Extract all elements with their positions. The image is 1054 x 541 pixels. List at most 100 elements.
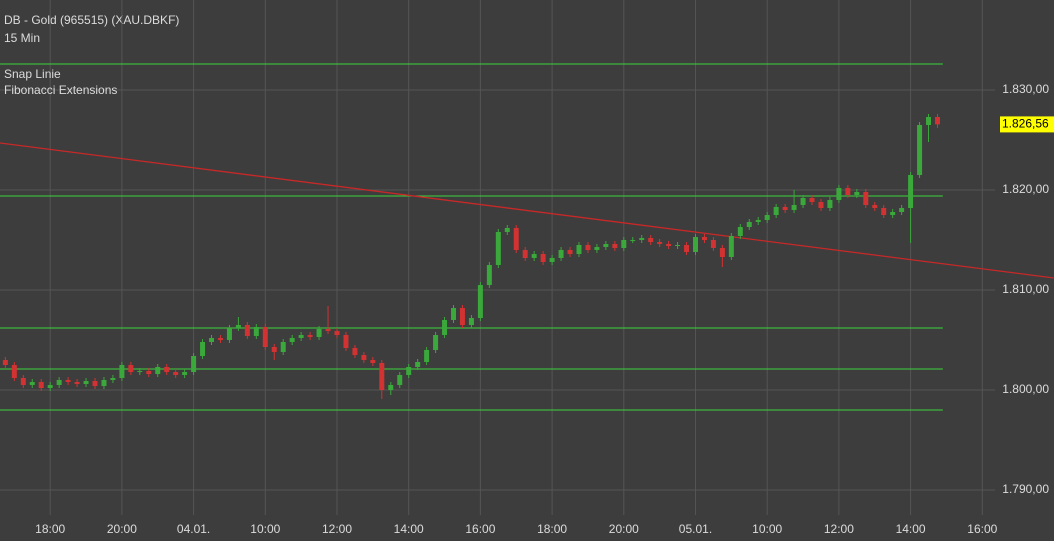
candle-body bbox=[406, 367, 412, 375]
candle-body bbox=[146, 371, 152, 374]
candle-body bbox=[128, 365, 134, 372]
candle-body bbox=[271, 347, 277, 352]
candle-body bbox=[209, 338, 215, 342]
candle-body bbox=[110, 378, 116, 380]
x-tick-label: 16:00 bbox=[465, 522, 495, 536]
candle-body bbox=[675, 245, 681, 246]
candle-body bbox=[657, 242, 663, 244]
candle-body bbox=[845, 188, 851, 195]
candle-body bbox=[92, 381, 98, 386]
candle-body bbox=[513, 228, 519, 250]
candle-body bbox=[746, 222, 752, 227]
candle-body bbox=[370, 360, 376, 363]
candle-body bbox=[791, 205, 797, 210]
candle-body bbox=[594, 247, 600, 250]
candle-body bbox=[217, 338, 223, 340]
candle-body bbox=[200, 342, 206, 356]
candle-body bbox=[639, 238, 645, 240]
candle-body bbox=[316, 329, 322, 337]
candle-body bbox=[424, 350, 430, 362]
candle-body bbox=[890, 212, 896, 215]
x-tick-label: 20:00 bbox=[609, 522, 639, 536]
candle-body bbox=[334, 331, 340, 335]
candle-body bbox=[244, 325, 250, 336]
x-tick-label: 12:00 bbox=[322, 522, 352, 536]
candle-body bbox=[226, 328, 232, 340]
candle-body bbox=[451, 308, 457, 320]
candle-body bbox=[531, 254, 537, 258]
y-tick-label: 1.810,00 bbox=[1002, 282, 1049, 296]
y-tick-label: 1.820,00 bbox=[1002, 182, 1049, 196]
candle-body bbox=[155, 367, 161, 374]
candle-body bbox=[558, 250, 564, 258]
candle-body bbox=[737, 227, 743, 236]
x-tick-label: 18:00 bbox=[537, 522, 567, 536]
candle-body bbox=[74, 382, 80, 384]
candle-body bbox=[934, 117, 940, 125]
chart-title: DB - Gold (965515) (XAU.DBKF) bbox=[4, 13, 179, 27]
candle-body bbox=[764, 215, 770, 220]
legend-entry: Fibonacci Extensions bbox=[4, 83, 117, 97]
last-price-tag bbox=[1000, 116, 1054, 133]
candle-body bbox=[298, 335, 304, 338]
x-tick-label: 14:00 bbox=[896, 522, 926, 536]
candle-body bbox=[477, 285, 483, 318]
candle-body bbox=[800, 198, 806, 205]
candle-body bbox=[164, 367, 170, 372]
candle-body bbox=[504, 228, 510, 232]
candle-body bbox=[809, 198, 815, 202]
candle-body bbox=[182, 372, 188, 375]
candle-body bbox=[280, 342, 286, 352]
candle-body bbox=[728, 236, 734, 257]
candle-body bbox=[540, 254, 546, 262]
candle-body bbox=[468, 318, 474, 325]
legend-entry: Snap Linie bbox=[4, 67, 61, 81]
candle-body bbox=[621, 240, 627, 248]
candle-body bbox=[388, 385, 394, 390]
candle-body bbox=[307, 335, 313, 337]
candle-body bbox=[235, 325, 241, 328]
candle-body bbox=[836, 188, 842, 200]
x-tick-label: 10:00 bbox=[250, 522, 280, 536]
candle-body bbox=[289, 338, 295, 342]
candle-body bbox=[29, 382, 35, 385]
x-tick-label: 04.01. bbox=[177, 522, 210, 536]
candle-body bbox=[908, 175, 914, 208]
candle-body bbox=[495, 232, 501, 265]
x-tick-label: 16:00 bbox=[967, 522, 997, 536]
candle-body bbox=[83, 381, 89, 384]
candle-body bbox=[701, 237, 707, 240]
candle-body bbox=[782, 207, 788, 210]
candle-body bbox=[2, 360, 8, 365]
candle-body bbox=[397, 375, 403, 385]
candle-body bbox=[47, 385, 53, 388]
x-tick-label: 12:00 bbox=[824, 522, 854, 536]
x-tick-label: 10:00 bbox=[752, 522, 782, 536]
candle-body bbox=[567, 250, 573, 254]
candle-body bbox=[38, 382, 44, 388]
candle-body bbox=[630, 240, 636, 241]
candle-body bbox=[881, 208, 887, 215]
candle-body bbox=[11, 365, 17, 378]
candle-body bbox=[486, 265, 492, 285]
candle-body bbox=[415, 362, 421, 367]
candle-body bbox=[648, 238, 654, 242]
candle-body bbox=[459, 308, 465, 325]
candle-body bbox=[684, 245, 690, 252]
y-tick-label: 1.830,00 bbox=[1002, 82, 1049, 96]
candle-body bbox=[101, 380, 107, 386]
x-tick-label: 20:00 bbox=[107, 522, 137, 536]
candle-body bbox=[926, 117, 932, 125]
candle-body bbox=[173, 372, 179, 375]
candle-body bbox=[262, 327, 268, 347]
candle-body bbox=[827, 200, 833, 208]
candle-body bbox=[603, 244, 609, 247]
candle-body bbox=[56, 380, 62, 385]
x-tick-label: 18:00 bbox=[35, 522, 65, 536]
candle-body bbox=[137, 371, 143, 372]
candle-body bbox=[361, 355, 367, 360]
candle-body bbox=[65, 380, 71, 382]
candle-body bbox=[576, 245, 582, 254]
snap-line bbox=[0, 142, 1054, 279]
